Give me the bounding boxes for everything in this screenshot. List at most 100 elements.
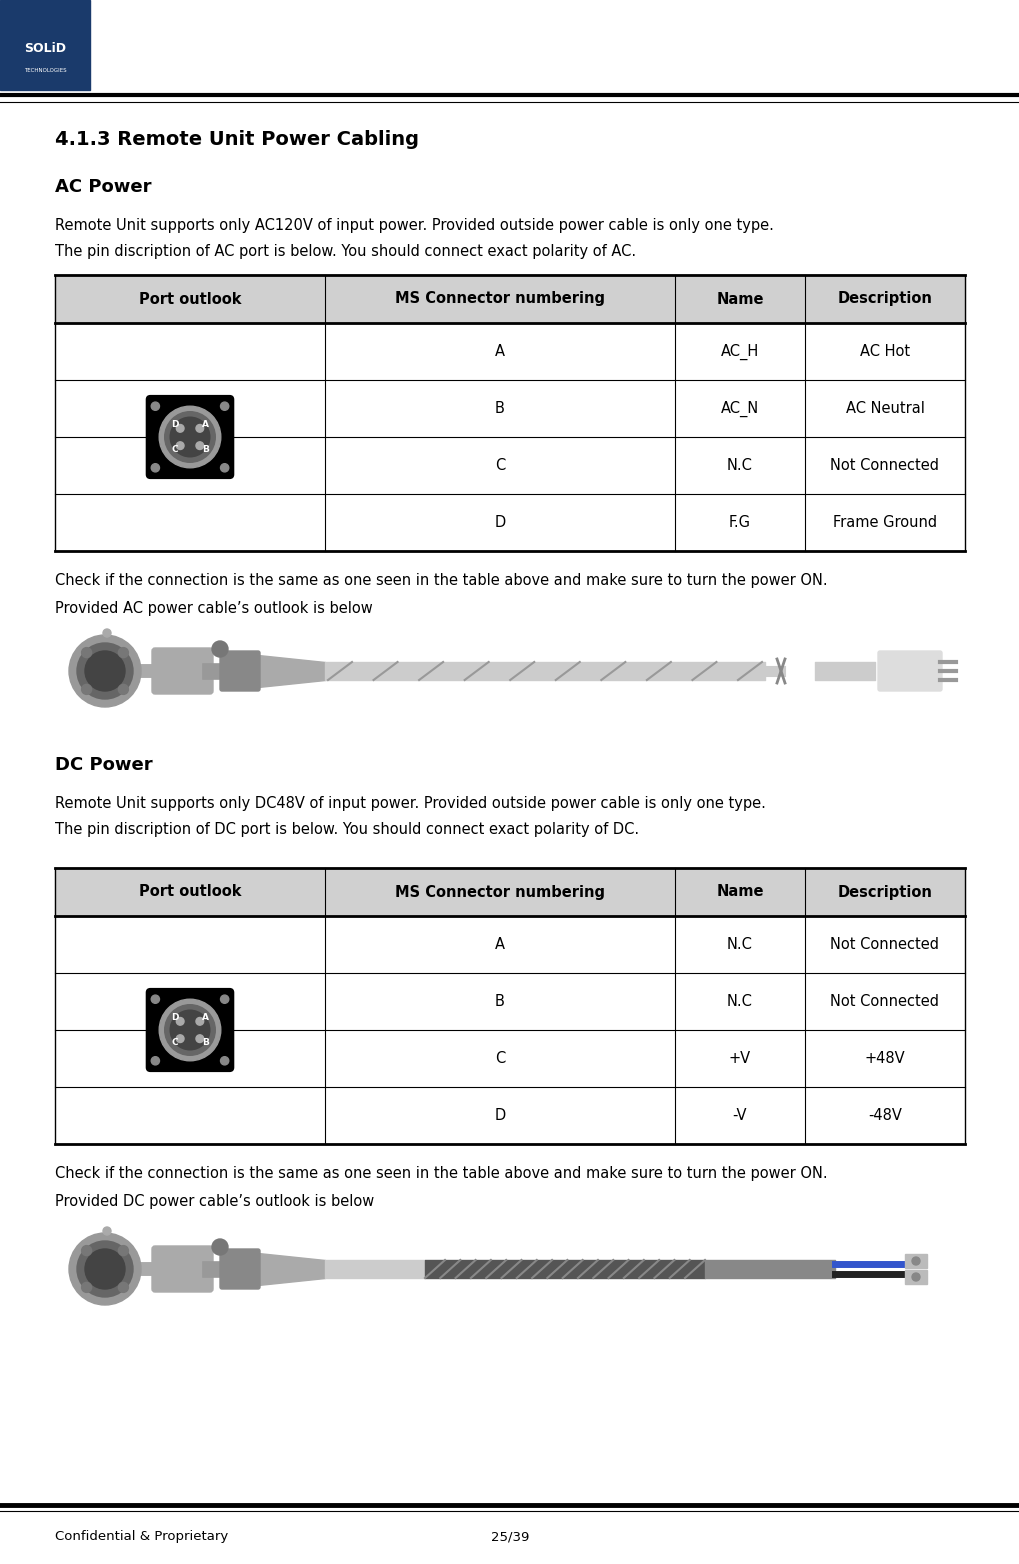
Bar [325, 436, 965, 494]
Text: Port outlook: Port outlook [139, 885, 242, 899]
Text: C: C [495, 458, 505, 472]
Text: Description: Description [838, 291, 932, 307]
Text: Check if the connection is the same as one seen in the table above and make sure: Check if the connection is the same as o… [55, 1167, 827, 1181]
FancyBboxPatch shape [147, 988, 233, 1071]
Bar [325, 917, 965, 973]
Circle shape [220, 1057, 229, 1065]
Text: Frame Ground: Frame Ground [833, 515, 937, 530]
Circle shape [212, 1239, 228, 1254]
Text: B: B [202, 1038, 209, 1046]
Text: N.C: N.C [728, 995, 753, 1009]
Text: N.C: N.C [728, 937, 753, 952]
Text: A: A [202, 421, 209, 429]
Circle shape [69, 1232, 141, 1304]
Text: -48V: -48V [868, 1107, 902, 1123]
Bar [325, 380, 965, 436]
Bar [55, 868, 965, 917]
Circle shape [196, 424, 204, 432]
Text: 4.1.3 Remote Unit Power Cabling: 4.1.3 Remote Unit Power Cabling [55, 130, 419, 149]
Circle shape [196, 1018, 204, 1024]
FancyBboxPatch shape [878, 651, 942, 691]
Circle shape [196, 1035, 204, 1043]
Circle shape [176, 1018, 184, 1024]
Text: Confidential & Proprietary: Confidential & Proprietary [55, 1530, 228, 1544]
Circle shape [912, 1273, 920, 1281]
Circle shape [176, 1035, 184, 1043]
Circle shape [159, 407, 221, 468]
FancyBboxPatch shape [152, 647, 213, 694]
Circle shape [82, 1282, 92, 1292]
Text: Remote Unit supports only AC120V of input power. Provided outside power cable is: Remote Unit supports only AC120V of inpu… [55, 217, 773, 233]
Circle shape [118, 1245, 128, 1256]
Bar [325, 324, 965, 380]
Text: C: C [495, 1051, 505, 1067]
Text: MS Connector numbering: MS Connector numbering [395, 291, 605, 307]
Circle shape [118, 647, 128, 657]
Text: Provided DC power cable’s outlook is below: Provided DC power cable’s outlook is bel… [55, 1193, 374, 1209]
Circle shape [196, 441, 204, 449]
Text: Check if the connection is the same as one seen in the table above and make sure: Check if the connection is the same as o… [55, 572, 827, 588]
Text: B: B [495, 995, 505, 1009]
Circle shape [82, 1245, 92, 1256]
Circle shape [103, 1228, 111, 1236]
Circle shape [77, 643, 133, 699]
Text: Remote Unit supports only DC48V of input power. Provided outside power cable is : Remote Unit supports only DC48V of input… [55, 796, 766, 812]
Text: D: D [494, 515, 505, 530]
Bar [325, 973, 965, 1031]
Text: C: C [171, 446, 178, 454]
Circle shape [165, 411, 215, 463]
Bar [905, 1270, 927, 1284]
Circle shape [220, 402, 229, 410]
Text: AC_N: AC_N [720, 400, 759, 416]
Text: Not Connected: Not Connected [830, 995, 940, 1009]
Circle shape [176, 424, 184, 432]
Circle shape [165, 1004, 215, 1056]
Text: DC Power: DC Power [55, 755, 153, 774]
Bar [55, 275, 965, 324]
FancyBboxPatch shape [152, 1247, 213, 1292]
Text: Not Connected: Not Connected [830, 937, 940, 952]
Text: -V: -V [733, 1107, 747, 1123]
Text: AC Power: AC Power [55, 178, 152, 196]
Circle shape [220, 463, 229, 472]
Text: Port outlook: Port outlook [139, 291, 242, 307]
FancyBboxPatch shape [220, 651, 260, 691]
Text: N.C: N.C [728, 458, 753, 472]
Bar [905, 1254, 927, 1268]
Circle shape [82, 647, 92, 657]
Circle shape [103, 629, 111, 637]
Circle shape [151, 402, 160, 410]
Circle shape [85, 651, 125, 691]
Text: +48V: +48V [865, 1051, 905, 1067]
Circle shape [69, 635, 141, 707]
Text: TECHNOLOGIES: TECHNOLOGIES [23, 67, 66, 72]
Bar [325, 1087, 965, 1143]
FancyBboxPatch shape [147, 396, 233, 479]
Circle shape [151, 463, 160, 472]
Text: B: B [202, 446, 209, 454]
Circle shape [118, 685, 128, 694]
Circle shape [151, 1057, 160, 1065]
Circle shape [159, 999, 221, 1060]
Text: Description: Description [838, 885, 932, 899]
Circle shape [118, 1282, 128, 1292]
Circle shape [151, 995, 160, 1004]
Circle shape [85, 1250, 125, 1289]
Text: SOLiD: SOLiD [24, 42, 66, 55]
Text: Name: Name [716, 885, 764, 899]
Text: Not Connected: Not Connected [830, 458, 940, 472]
Text: D: D [494, 1107, 505, 1123]
Text: Name: Name [716, 291, 764, 307]
Circle shape [82, 685, 92, 694]
Text: Provided AC power cable’s outlook is below: Provided AC power cable’s outlook is bel… [55, 601, 373, 616]
Circle shape [170, 1010, 210, 1049]
Text: MS Connector numbering: MS Connector numbering [395, 885, 605, 899]
Text: AC_H: AC_H [720, 344, 759, 360]
Text: A: A [495, 344, 505, 360]
Text: D: D [171, 1013, 178, 1021]
Circle shape [220, 995, 229, 1004]
Circle shape [912, 1257, 920, 1265]
Text: A: A [202, 1013, 209, 1021]
Text: +V: +V [729, 1051, 751, 1067]
Text: F.G: F.G [729, 515, 751, 530]
